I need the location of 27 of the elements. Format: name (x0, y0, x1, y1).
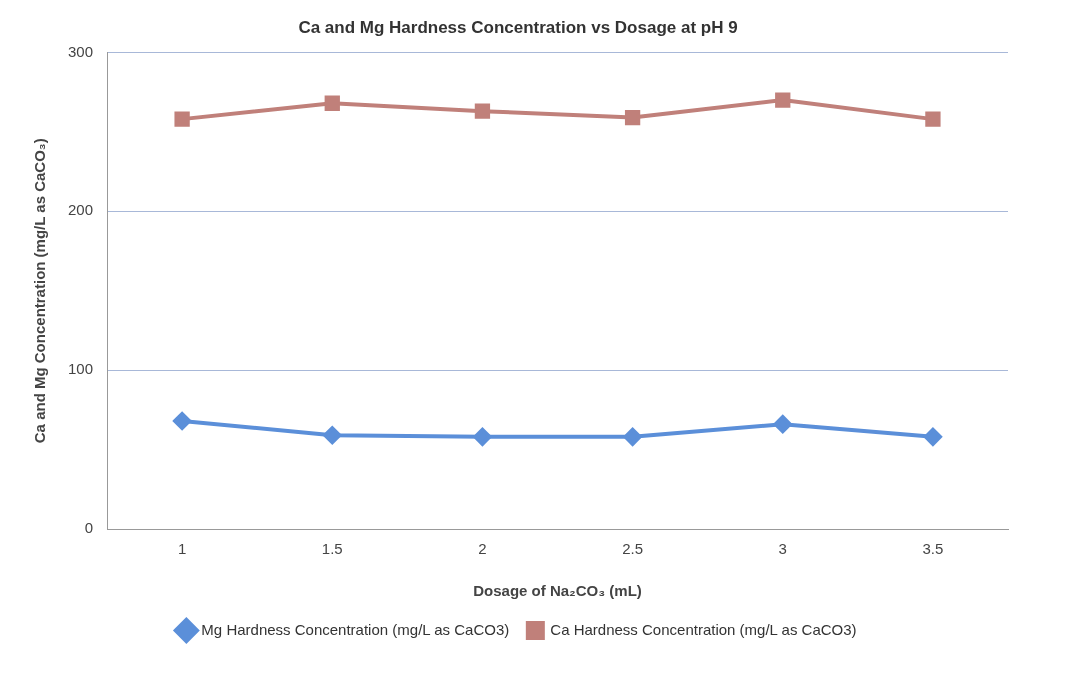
x-tick-label: 2.5 (622, 540, 644, 558)
x-tick-label: 1 (177, 540, 187, 558)
y-tick-label: 0 (84, 519, 94, 537)
point (624, 109, 641, 126)
point (174, 111, 190, 127)
point (323, 426, 342, 445)
x-tick-label: 3.5 (922, 540, 944, 558)
point (473, 427, 492, 446)
x-tick-label: 3 (778, 540, 787, 558)
point (474, 103, 491, 119)
point (324, 95, 340, 111)
x-axis-title: Dosage of Na₂CO₃ (mL) (473, 582, 642, 600)
point (623, 427, 642, 446)
y-tick-label: 100 (68, 360, 94, 378)
legend-label: Mg Hardness Concentration (mg/L as CaCO3) (201, 620, 510, 638)
y-tick-label: 200 (68, 201, 94, 219)
point (925, 111, 941, 127)
point (923, 427, 942, 446)
x-tick-label: 2 (478, 540, 487, 558)
point (173, 411, 192, 430)
point (775, 92, 791, 108)
legend-label: Ca Hardness Concentration (mg/L as CaCO3) (550, 620, 857, 638)
y-tick-label: 300 (68, 42, 94, 60)
point (773, 415, 792, 434)
y-axis-title: Ca and Mg Concentration (mg/L as CaCO₃) (31, 138, 49, 444)
x-tick-label: 1.5 (321, 540, 343, 558)
chart-title: Ca and Mg Hardness Concentration vs Dosage at pH 9 (298, 17, 738, 37)
